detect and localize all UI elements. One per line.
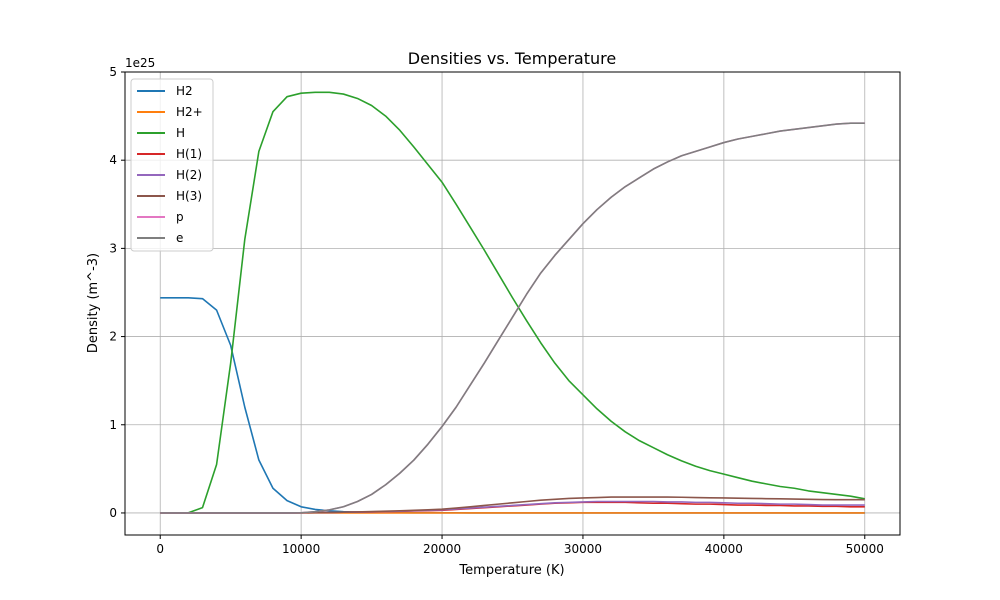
y-tick-label: 3 [109, 241, 117, 255]
x-tick-label: 20000 [423, 542, 461, 556]
legend-label-H(2): H(2) [176, 168, 202, 182]
series-lines [160, 91, 865, 514]
legend-label-H(3): H(3) [176, 189, 202, 203]
legend-label-H2: H2 [176, 84, 193, 98]
series-line-e [160, 122, 865, 514]
y-tick-label: 5 [109, 65, 117, 79]
x-tick-label: 10000 [282, 542, 320, 556]
legend-label-p: p [176, 210, 184, 224]
x-tick-label: 0 [156, 542, 164, 556]
x-axis-label: Temperature (K) [458, 563, 564, 578]
series-line-H [160, 91, 865, 514]
y-offset-label: 1e25 [125, 56, 155, 70]
x-tick-label: 50000 [846, 542, 884, 556]
y-axis-ticks: 0 1 2 3 4 5 [109, 65, 125, 520]
y-tick-label: 4 [109, 153, 117, 167]
chart-title: Densities vs. Temperature [408, 49, 616, 68]
legend-label-e: e [176, 231, 183, 245]
y-tick-label: 0 [109, 506, 117, 520]
legend-label-H(1): H(1) [176, 147, 202, 161]
x-tick-label: 30000 [564, 542, 602, 556]
legend-label-H: H [176, 126, 185, 140]
x-axis-ticks: 0 10000 20000 30000 40000 50000 [156, 535, 884, 556]
y-axis-label: Density (m^-3) [86, 253, 101, 353]
y-tick-label: 2 [109, 330, 117, 344]
x-tick-label: 40000 [705, 542, 743, 556]
legend-box [130, 78, 214, 252]
legend-label-H2+: H2+ [176, 105, 203, 119]
plot-frame [124, 71, 901, 536]
y-tick-label: 1 [109, 418, 117, 432]
legend: H2 H2+ H H(1) H(2) H(3) pe [130, 78, 214, 252]
